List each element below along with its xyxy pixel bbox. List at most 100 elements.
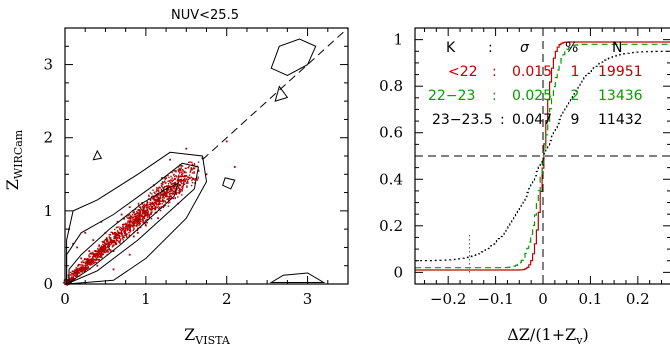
density-dot	[105, 239, 108, 242]
density-dot	[153, 196, 156, 198]
x-tick-label: −0.1	[477, 290, 513, 308]
left-y-axis-label-sub: WIRCam	[12, 129, 25, 179]
density-dot	[162, 183, 164, 185]
density-dot	[88, 259, 91, 261]
density-dot	[86, 266, 89, 268]
density-dot	[108, 245, 110, 248]
density-dot	[158, 206, 161, 209]
density-dot	[107, 244, 109, 247]
density-dot	[172, 189, 174, 192]
density-dot	[77, 265, 79, 267]
density-dot	[197, 176, 199, 178]
table-row-pct: 1	[571, 64, 580, 80]
density-dot	[110, 243, 113, 245]
density-dot	[137, 209, 140, 212]
density-dot	[181, 173, 184, 175]
y-tick-label: 0.8	[379, 77, 403, 95]
density-dot	[92, 255, 95, 257]
density-dot	[145, 204, 148, 207]
density-dot	[116, 229, 119, 232]
density-dot	[123, 223, 125, 225]
density-dot	[95, 253, 97, 256]
density-dot	[181, 175, 184, 178]
density-dot	[118, 226, 120, 228]
density-dot	[133, 219, 135, 222]
table-row-n: 19951	[598, 64, 643, 80]
scatter-point	[169, 158, 172, 161]
density-dot	[186, 185, 188, 187]
density-dot	[158, 193, 160, 196]
density-dot	[181, 188, 183, 191]
table-header-n: N	[612, 40, 622, 56]
scatter-point	[177, 179, 180, 182]
density-dot	[123, 236, 125, 239]
density-dot	[133, 226, 135, 228]
density-dot	[170, 188, 172, 191]
density-dot	[103, 245, 106, 248]
density-dot	[178, 190, 180, 192]
density-dot	[131, 219, 134, 221]
density-dot	[181, 186, 183, 188]
table-row-sep: :	[492, 88, 497, 104]
density-dot	[106, 241, 108, 243]
density-dot	[93, 262, 95, 265]
density-dot	[134, 214, 137, 216]
density-dot	[177, 176, 180, 178]
density-dot	[118, 237, 121, 239]
density-dot	[139, 216, 141, 218]
density-dot	[126, 236, 128, 238]
density-dot	[106, 249, 109, 252]
density-dot	[93, 255, 95, 258]
scatter-point	[112, 268, 115, 271]
density-dot	[188, 161, 190, 164]
density-dot	[67, 274, 69, 276]
density-dot	[131, 213, 134, 216]
density-dot	[161, 197, 164, 199]
density-dot	[123, 231, 125, 233]
density-dot	[166, 189, 169, 192]
scatter-point	[185, 147, 188, 150]
density-dot	[95, 259, 97, 262]
density-dot	[100, 246, 102, 248]
scatter-point	[134, 217, 137, 220]
x-tick-label: 0.2	[626, 290, 650, 308]
density-dot	[151, 201, 154, 204]
density-dot	[188, 165, 190, 168]
density-dot	[101, 256, 103, 259]
density-dot	[157, 203, 160, 205]
scatter-point	[128, 253, 131, 256]
scatter-point	[112, 240, 115, 243]
density-dot	[146, 200, 148, 203]
density-dot	[154, 202, 156, 204]
density-dot	[148, 206, 150, 208]
density-dot	[111, 241, 114, 244]
density-dot	[170, 187, 173, 190]
density-dot	[171, 171, 173, 174]
density-dot	[114, 233, 116, 235]
density-dot	[161, 191, 163, 193]
scatter-point	[120, 233, 123, 236]
density-dot	[141, 206, 144, 208]
density-dot	[159, 200, 161, 202]
density-dot	[184, 180, 186, 183]
density-dot	[109, 238, 111, 240]
density-dot	[154, 208, 156, 211]
density-dot	[154, 211, 157, 214]
density-dot	[167, 180, 169, 183]
density-dot	[76, 269, 79, 271]
density-dot	[128, 235, 130, 237]
contour-line	[68, 182, 180, 284]
density-dot	[160, 200, 162, 203]
density-dot	[155, 202, 158, 204]
density-dot	[167, 183, 170, 185]
density-dot	[105, 238, 107, 241]
density-dot	[75, 275, 77, 278]
density-dot	[152, 189, 154, 191]
density-dot	[100, 248, 103, 250]
scatter-point	[114, 236, 117, 239]
density-dot	[156, 188, 158, 190]
density-dot	[175, 170, 177, 172]
density-dot	[150, 211, 152, 213]
density-dot	[99, 256, 101, 258]
